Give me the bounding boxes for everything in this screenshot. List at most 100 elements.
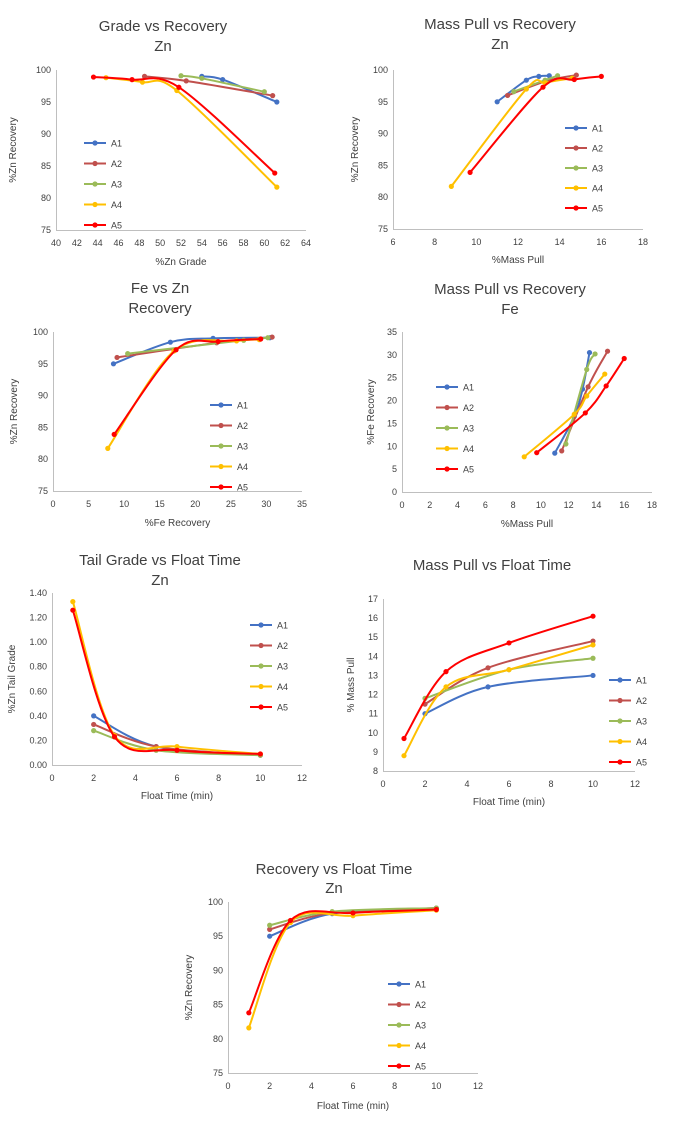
y-tick-label: 85 (38, 422, 48, 432)
legend-marker (617, 759, 623, 765)
x-tick-label: 12 (473, 1081, 483, 1091)
y-tick-label: 10 (368, 728, 378, 738)
legend-label: A1 (463, 383, 474, 393)
data-point-A2 (267, 926, 273, 932)
y-tick-label: 95 (41, 97, 51, 107)
data-point-A2 (141, 73, 148, 79)
legend-label: A3 (415, 1021, 426, 1031)
x-tick-label: 6 (483, 500, 488, 510)
legend-item-A3: A3 (250, 662, 288, 672)
legend-item-A5: A5 (210, 483, 248, 493)
legend-item-A2: A2 (565, 144, 603, 154)
data-point-A4 (274, 184, 280, 190)
y-tick-label: 13 (368, 670, 378, 680)
data-point-A3 (261, 89, 267, 95)
legend-label: A3 (463, 424, 474, 434)
x-tick-label: 4 (464, 779, 469, 789)
legend: A1 A2 A3 A4 A5 (210, 401, 248, 493)
data-point-A5 (111, 431, 117, 437)
legend-label: A4 (592, 184, 603, 194)
series-line-A1 (496, 74, 551, 103)
legend: A1 A2 A3 A4 A5 (84, 139, 122, 231)
x-axis-label: Float Time (min) (473, 797, 545, 808)
y-tick-label: 1.20 (29, 613, 47, 623)
data-point-A4 (584, 393, 590, 399)
legend-label: A2 (237, 421, 248, 431)
series-line-A5 (92, 76, 276, 175)
legend-item-A1: A1 (565, 124, 603, 134)
chart-2: Mass Pull vs Recovery Zn 6 8 10 12 14 16 18 75 80 8… (350, 16, 648, 266)
y-tick-label: 85 (378, 160, 388, 170)
legend-marker (444, 425, 450, 431)
legend-item-A1: A1 (388, 980, 426, 990)
legend-label: A2 (415, 1000, 426, 1010)
data-point-A3 (91, 728, 97, 734)
plot-area (246, 905, 439, 1031)
legend-item-A1: A1 (84, 139, 122, 149)
x-tick-label: 64 (301, 238, 311, 248)
legend-label: A2 (636, 696, 647, 706)
legend-item-A1: A1 (609, 676, 647, 686)
y-tick-label: 90 (378, 129, 388, 139)
legend-marker (396, 1042, 402, 1049)
plot-area (448, 72, 604, 189)
data-point-A5 (506, 640, 512, 646)
y-tick-label: 90 (213, 965, 223, 975)
legend-item-A3: A3 (84, 180, 122, 190)
data-point-A2 (590, 638, 596, 644)
y-tick-label: 80 (41, 193, 51, 203)
data-point-A1 (91, 713, 97, 719)
x-tick-label: 48 (134, 238, 144, 248)
legend-marker (218, 484, 224, 490)
x-tick-label: 18 (647, 500, 657, 510)
legend-label: A2 (277, 641, 288, 651)
legend-item-A5: A5 (388, 1062, 426, 1072)
y-tick-label: 100 (208, 897, 223, 907)
legend-marker (444, 466, 450, 472)
x-tick-label: 0 (399, 500, 404, 510)
legend-label: A5 (415, 1062, 426, 1072)
data-point-A5 (257, 751, 263, 757)
legend-marker (617, 697, 623, 704)
data-point-A1 (552, 450, 558, 456)
data-point-A3 (584, 366, 590, 373)
series-line-A5 (247, 908, 438, 1014)
series-line-A4 (450, 77, 574, 188)
x-tick-label: 14 (555, 237, 565, 247)
legend-marker (258, 663, 264, 669)
y-tick-label: 80 (378, 192, 388, 202)
data-point-A2 (183, 78, 189, 84)
chart-subtitle: Zn (325, 880, 343, 897)
data-point-A5 (215, 338, 221, 345)
y-tick-label: 0.00 (29, 760, 47, 770)
data-point-A1 (494, 99, 500, 105)
x-axis-label: %Zn Grade (155, 257, 207, 268)
y-tick-label: 12 (368, 690, 378, 700)
data-point-A5 (582, 410, 588, 416)
legend-item-A3: A3 (210, 442, 248, 452)
legend-item-A5: A5 (436, 465, 474, 475)
legend-label: A5 (592, 204, 603, 214)
data-point-A2 (585, 384, 591, 390)
legend-marker (573, 205, 579, 211)
y-tick-label: 30 (387, 350, 397, 360)
data-point-A3 (267, 922, 273, 928)
legend-marker (218, 443, 224, 449)
y-tick-label: 95 (38, 359, 48, 369)
legend-item-A3: A3 (436, 424, 474, 434)
legend-item-A4: A4 (250, 682, 288, 692)
series-line-A4 (105, 76, 278, 189)
y-tick-label: 75 (41, 225, 51, 235)
legend: A1 A2 A3 A4 A5 (436, 383, 474, 475)
data-point-A5 (90, 74, 97, 80)
y-tick-label: 16 (368, 613, 378, 623)
y-tick-label: 75 (378, 224, 388, 234)
legend-marker (617, 677, 623, 683)
y-tick-label: 0.40 (29, 711, 47, 721)
legend-label: A5 (636, 758, 647, 768)
y-axis-label: % Mass Pull (346, 657, 357, 712)
x-tick-label: 8 (548, 779, 553, 789)
data-point-A1 (110, 361, 117, 367)
chart-title: Mass Pull vs Recovery (434, 281, 586, 298)
